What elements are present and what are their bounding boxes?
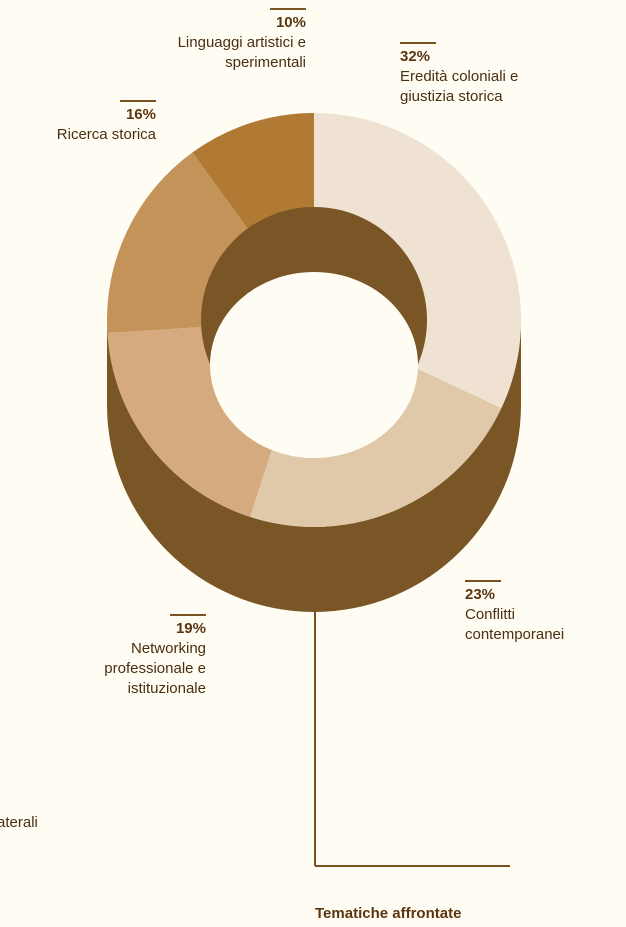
slice-pct: 23% (465, 586, 496, 603)
slice-label-linguaggi: 10% Linguaggi artistici e sperimentali (106, 8, 306, 73)
slice-label-eredita: 32% Eredità coloniali e giustizia storic… (400, 42, 600, 107)
label-tick (465, 580, 501, 582)
slice-pct: 10% (275, 14, 306, 31)
label-tick (120, 100, 156, 102)
slice-name-line: Ricerca storica (56, 126, 156, 143)
slice-pct: 32% (400, 48, 431, 65)
slice-name-line: professionale e (104, 660, 206, 677)
slice-label-networking: 19% Networking professionale e istituzio… (26, 614, 206, 699)
slice-name-line: Eredità coloniali e (400, 68, 519, 85)
slice-label-conflitti: 23% Conflitti contemporanei (465, 580, 625, 645)
slice-name-line: Linguaggi artistici e (177, 34, 306, 51)
slice-name-line: istituzionale (127, 680, 206, 697)
slice-name-line: sperimentali (225, 54, 306, 71)
donut-3d-side (107, 320, 521, 612)
label-tick (170, 614, 206, 616)
slice-name-line: Networking (130, 640, 206, 657)
chart-title: Tematiche affrontate (315, 905, 462, 922)
slice-name-line: contemporanei (465, 626, 565, 643)
slice-pct: 16% (125, 106, 156, 123)
label-tick (400, 42, 436, 44)
donut-hole (210, 272, 418, 458)
slice-label-ricerca: 16% Ricerca storica (6, 100, 156, 145)
slice-pct: 19% (175, 620, 206, 637)
donut-side-wall (107, 320, 521, 612)
cropped-label: aterali (0, 814, 38, 831)
label-tick (270, 8, 306, 10)
slice-name-line: giustizia storica (400, 88, 503, 105)
slice-name-line: Conflitti (465, 606, 516, 623)
